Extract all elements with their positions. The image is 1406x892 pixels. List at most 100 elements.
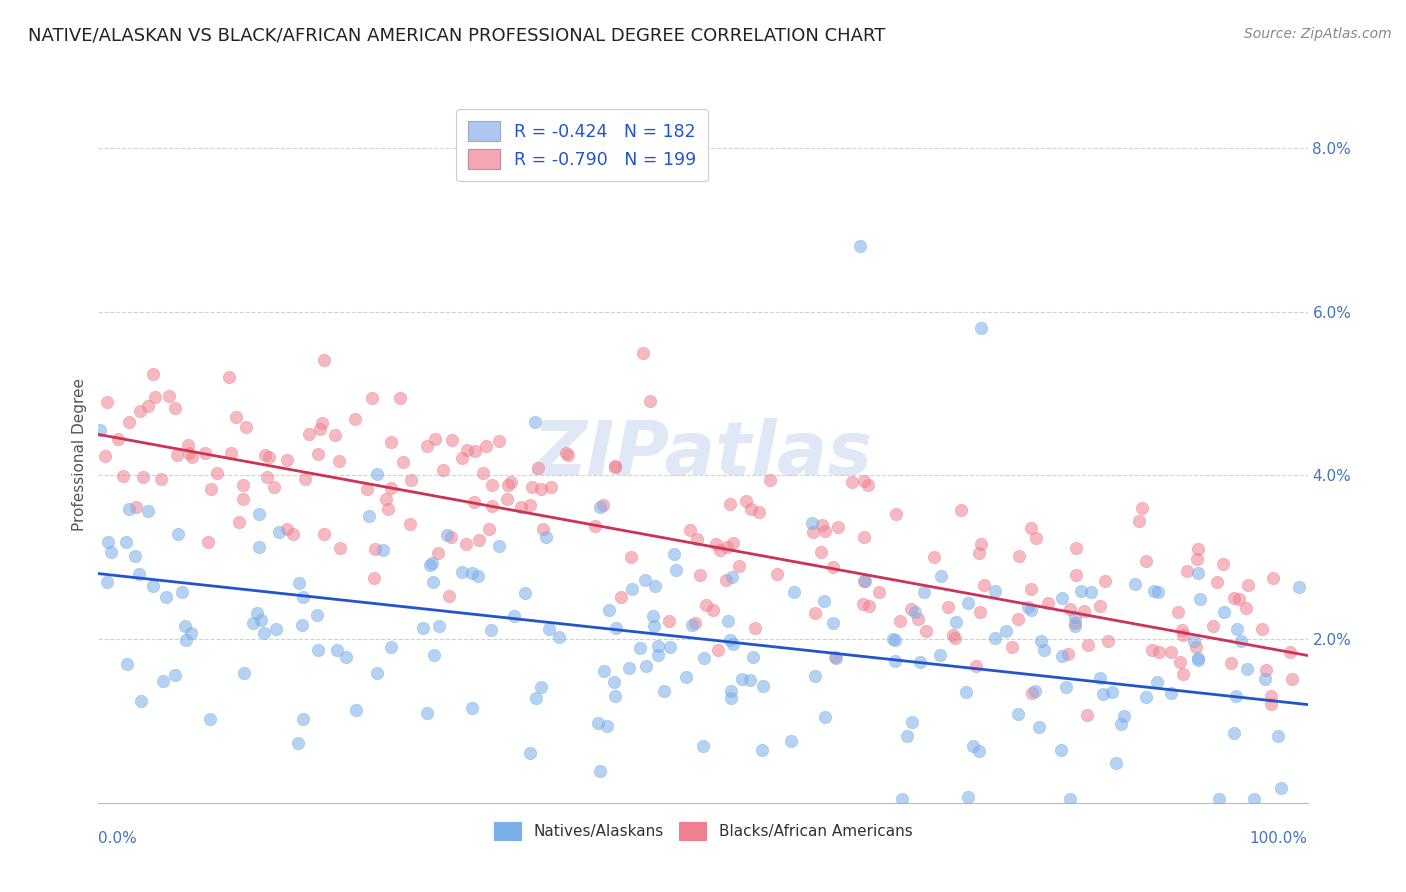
Point (228, 516, 250, 530)
Point (685, 615, 707, 630)
Text: 0.0%: 0.0% (98, 830, 138, 846)
Point (884, 654, 907, 668)
Point (392, 454, 415, 468)
Point (479, 623, 502, 637)
Point (128, 566, 150, 581)
Point (586, 716, 609, 731)
Point (929, 648, 952, 662)
Point (205, 466, 228, 480)
Point (439, 530, 461, 544)
Point (242, 615, 264, 630)
Point (1185, 640, 1208, 654)
Point (1160, 645, 1182, 659)
Point (380, 640, 402, 655)
Point (172, 585, 194, 599)
Point (464, 444, 486, 458)
Point (1188, 592, 1211, 607)
Point (412, 621, 434, 635)
Point (1064, 619, 1087, 633)
Point (804, 669, 827, 683)
Point (221, 445, 243, 459)
Point (1288, 580, 1310, 594)
Point (984, 631, 1007, 645)
Point (938, 600, 960, 615)
Point (250, 614, 273, 628)
Point (1230, 634, 1253, 648)
Point (1160, 686, 1182, 700)
Point (115, 535, 138, 549)
Point (427, 619, 450, 633)
Point (1021, 686, 1043, 700)
Point (555, 446, 578, 460)
Point (509, 500, 531, 515)
Point (704, 537, 727, 551)
Point (488, 539, 510, 553)
Point (1234, 600, 1257, 615)
Point (401, 473, 423, 487)
Point (970, 321, 993, 335)
Point (174, 633, 197, 648)
Point (643, 618, 665, 632)
Point (853, 574, 876, 588)
Point (803, 606, 825, 620)
Point (1202, 618, 1225, 632)
Point (853, 474, 876, 488)
Point (620, 549, 643, 564)
Point (1213, 605, 1236, 619)
Point (380, 481, 402, 495)
Point (1028, 720, 1050, 734)
Point (969, 605, 991, 619)
Point (751, 742, 773, 756)
Point (882, 632, 904, 646)
Point (658, 640, 681, 655)
Point (965, 659, 987, 673)
Point (929, 568, 952, 582)
Point (1063, 615, 1085, 630)
Point (1263, 571, 1285, 585)
Point (1142, 584, 1164, 599)
Point (177, 446, 200, 460)
Point (1173, 667, 1195, 681)
Text: NATIVE/ALASKAN VS BLACK/AFRICAN AMERICAN PROFESSIONAL DEGREE CORRELATION CHART: NATIVE/ALASKAN VS BLACK/AFRICAN AMERICAN… (28, 27, 886, 45)
Point (344, 412, 367, 426)
Point (1187, 651, 1209, 665)
Point (994, 624, 1017, 639)
Point (129, 404, 152, 418)
Point (740, 502, 762, 516)
Point (1281, 672, 1303, 686)
Point (903, 605, 925, 619)
Point (291, 618, 314, 632)
Point (962, 739, 984, 754)
Point (1008, 549, 1031, 564)
Point (152, 673, 174, 688)
Point (1149, 645, 1171, 659)
Point (589, 500, 612, 514)
Point (520, 480, 543, 494)
Point (416, 706, 439, 721)
Point (1260, 689, 1282, 703)
Point (856, 477, 879, 491)
Point (194, 446, 217, 460)
Point (419, 558, 441, 572)
Point (328, 454, 350, 468)
Point (628, 640, 651, 655)
Point (1080, 584, 1102, 599)
Point (721, 536, 744, 550)
Point (356, 482, 378, 496)
Point (1019, 603, 1042, 617)
Point (1059, 602, 1081, 616)
Point (1223, 725, 1246, 739)
Point (232, 491, 254, 506)
Point (131, 694, 153, 708)
Point (1226, 622, 1249, 636)
Point (900, 601, 922, 615)
Point (233, 665, 256, 680)
Point (1050, 743, 1073, 757)
Point (125, 500, 148, 514)
Point (813, 710, 835, 724)
Point (456, 537, 478, 551)
Point (246, 606, 269, 620)
Point (388, 391, 411, 405)
Point (519, 498, 541, 512)
Point (515, 586, 537, 600)
